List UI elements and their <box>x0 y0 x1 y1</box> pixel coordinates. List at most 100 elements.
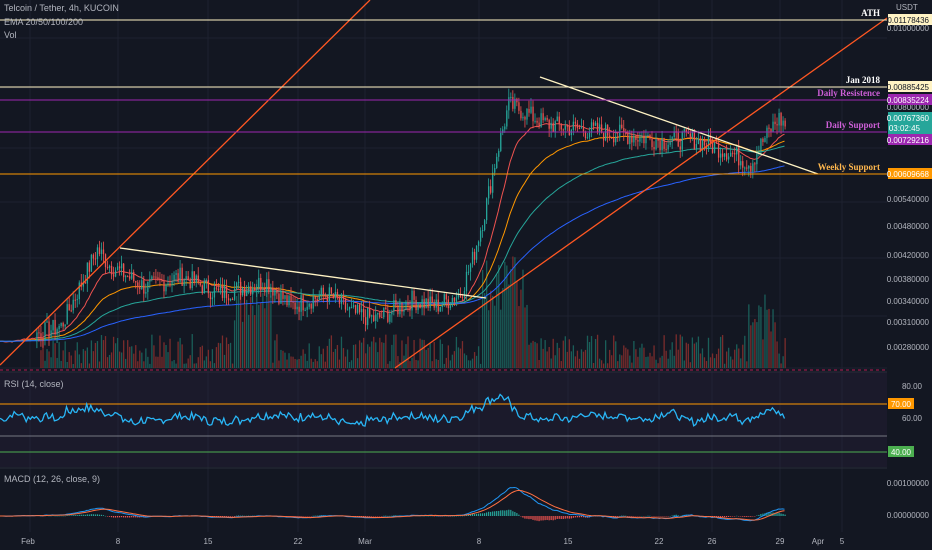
macd-hist-bar <box>389 515 391 517</box>
price-tag-bg <box>888 81 932 92</box>
volume-bar <box>726 351 728 368</box>
volume-bar <box>625 347 627 368</box>
volume-bar <box>304 353 306 368</box>
macd-hist-bar <box>536 516 538 521</box>
symbol-title: Telcoin / Tether, 4h, KUCOIN <box>4 3 119 13</box>
macd-hist-bar <box>623 515 625 517</box>
volume-bar <box>619 354 621 368</box>
volume-bar <box>346 349 349 368</box>
volume-bar <box>294 359 296 368</box>
volume-bar <box>580 349 583 368</box>
volume-bar <box>691 337 694 368</box>
candle-body <box>62 322 64 327</box>
candle-body <box>465 271 468 292</box>
macd-hist-bar <box>244 515 246 517</box>
macd-hist-bar <box>457 515 459 517</box>
volume-bar <box>637 356 639 368</box>
candle-body <box>752 163 754 172</box>
volume-bar <box>590 336 593 368</box>
candle-body <box>750 165 752 172</box>
candle-body <box>161 280 163 282</box>
volume-bar <box>651 356 653 368</box>
rsi-legend: RSI (14, close) <box>4 379 64 389</box>
macd-hist-bar <box>625 515 627 517</box>
macd-tick-label: 0.00100000 <box>887 479 930 488</box>
volume-bar <box>665 350 667 368</box>
volume-bar <box>514 257 516 368</box>
volume-bar <box>102 340 105 368</box>
candle-body <box>129 276 131 279</box>
candle-body <box>641 135 643 137</box>
macd-hist-bar <box>484 513 486 516</box>
volume-bar <box>54 343 56 368</box>
volume-bar <box>235 296 238 368</box>
volume-bar <box>594 339 597 368</box>
volume-bar <box>274 340 276 368</box>
candle-body <box>413 290 415 300</box>
macd-hist-bar <box>80 514 82 516</box>
candle-body <box>72 299 74 311</box>
volume-bar <box>653 345 655 368</box>
candle-body <box>68 304 70 311</box>
macd-hist-bar <box>748 516 750 517</box>
volume-bar <box>165 344 167 368</box>
candle-body <box>534 120 536 122</box>
candle-body <box>780 113 782 126</box>
volume-bar <box>592 362 595 368</box>
candle-body <box>369 307 371 317</box>
candle-body <box>746 167 748 169</box>
macd-hist-bar <box>110 516 113 518</box>
macd-hist-bar <box>52 515 54 517</box>
macd-hist-bar <box>619 515 621 517</box>
candle-body <box>328 287 331 302</box>
candle-body <box>683 129 685 133</box>
macd-hist-bar <box>659 516 661 517</box>
candle-body <box>730 152 732 157</box>
candle-body <box>455 297 458 302</box>
macd-hist-bar <box>524 516 526 519</box>
volume-bar <box>627 349 629 368</box>
volume-bar <box>161 356 163 368</box>
volume-bar <box>574 356 577 368</box>
volume-bar <box>758 305 760 368</box>
macd-hist-bar <box>70 515 72 516</box>
candle-body <box>703 139 706 146</box>
volume-bar <box>711 353 714 368</box>
candle-body <box>209 293 212 300</box>
volume-bar <box>106 357 109 368</box>
volume-bar <box>310 358 312 368</box>
macd-hist-bar <box>94 514 96 516</box>
volume-bar <box>100 335 103 368</box>
macd-hist-bar <box>754 516 756 517</box>
candle-body <box>235 282 238 289</box>
candle-body <box>205 279 207 281</box>
candle-body <box>197 275 199 283</box>
volume-bar <box>675 334 677 368</box>
volume-bar <box>284 352 286 368</box>
volume-bar <box>94 342 97 368</box>
macd-hist-bar <box>490 511 492 516</box>
time-axis: Feb 8 15 22 Mar 8 15 22 26 29 Apr 5 <box>0 532 887 550</box>
volume-bar <box>332 351 335 368</box>
volume-bar <box>86 347 89 368</box>
macd-hist-bar <box>459 515 461 517</box>
volume-bar <box>407 336 409 368</box>
candle-body <box>217 288 220 291</box>
candle-body <box>459 294 462 297</box>
macd-hist-bar <box>742 516 744 517</box>
candle-body <box>173 274 175 282</box>
candle-body <box>199 282 201 286</box>
candle-body <box>522 116 524 119</box>
candle-body <box>177 273 179 282</box>
candle-body <box>78 282 80 300</box>
macd-hist-bar <box>488 511 490 516</box>
price-tag-bg <box>888 168 932 179</box>
candle-body <box>36 332 38 341</box>
candle-body <box>383 307 385 318</box>
volume-bar <box>149 363 151 368</box>
volume-bar <box>129 346 131 368</box>
volume-bar <box>481 269 484 368</box>
candle-body <box>193 271 195 283</box>
candle-body <box>159 278 161 281</box>
macd-hist-bar <box>431 515 433 517</box>
